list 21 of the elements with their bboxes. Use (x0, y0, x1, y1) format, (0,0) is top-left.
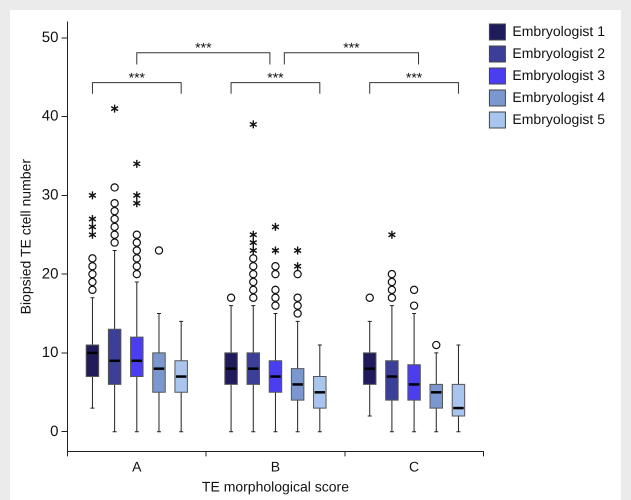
legend-label: Embryologist 5 (512, 110, 606, 127)
y-tick-label: 10 (42, 344, 58, 362)
legend-label: Embryologist 1 (512, 22, 606, 39)
y-tick-label: 20 (42, 265, 58, 282)
y-tick-label: 0 (50, 422, 58, 440)
legend-label: Embryologist 3 (512, 66, 606, 83)
x-tick-label: B (270, 458, 280, 475)
y-tick-label: 30 (42, 186, 58, 204)
legend-label: Embryologist 2 (512, 44, 606, 61)
y-tick-label: 40 (42, 108, 58, 125)
y-axis-title: Biopsied TE ctell number (17, 158, 34, 314)
x-axis-title: TE morphological score (202, 478, 350, 494)
annotation: *** (406, 70, 423, 86)
annotation: *** (267, 70, 284, 86)
x-tick-label: A (132, 458, 142, 475)
y-tick-label: 50 (42, 28, 58, 46)
x-tick-label: C (409, 458, 420, 475)
annotation: *** (195, 40, 212, 56)
annotation: *** (343, 40, 360, 56)
annotation: *** (128, 70, 146, 86)
legend-label: Embryologist 4 (512, 88, 606, 105)
